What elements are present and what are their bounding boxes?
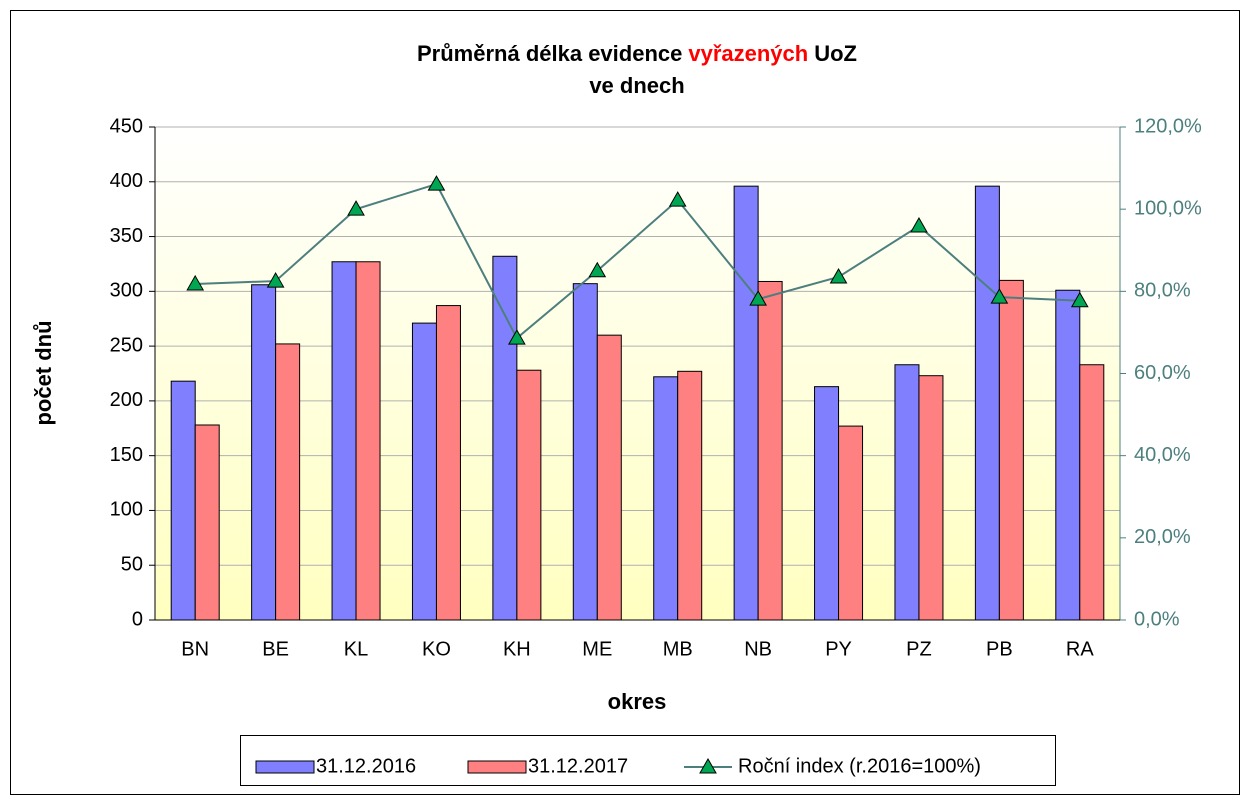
x-tick-label: BN	[181, 638, 209, 660]
legend-marker	[699, 757, 717, 774]
x-tick-label: MB	[663, 638, 693, 660]
index-marker	[427, 175, 446, 191]
y-tick-label: 300	[110, 280, 143, 302]
index-marker	[829, 267, 848, 284]
chart-title: Průměrná délka evidence vyřazených UoZ	[417, 41, 857, 66]
legend-swatch	[467, 760, 527, 774]
x-tick-label: KO	[422, 638, 451, 660]
y2-tick-label: 100,0%	[1134, 197, 1202, 219]
y2-tick-label: 40,0%	[1134, 444, 1191, 466]
bar	[653, 376, 679, 621]
x-tick-label: PB	[986, 638, 1013, 660]
legend-label: 31.12.2016	[316, 755, 416, 777]
bar	[435, 305, 461, 621]
y-tick-label: 200	[110, 389, 143, 411]
bar	[355, 261, 381, 621]
bar	[1055, 289, 1081, 621]
legend-box	[240, 735, 1056, 786]
x-tick-label: ME	[582, 638, 612, 660]
bar	[596, 334, 622, 621]
x-tick-label: RA	[1066, 638, 1094, 660]
x-tick-label: PY	[825, 638, 852, 660]
index-marker	[588, 261, 607, 278]
y-tick-label: 150	[110, 444, 143, 466]
bar	[194, 424, 220, 621]
y-axis-label: počet dnů	[31, 320, 56, 425]
index-marker	[668, 191, 687, 207]
y-tick-label: 350	[110, 225, 143, 247]
y-tick-label: 100	[110, 499, 143, 521]
bar	[572, 283, 598, 621]
bar	[170, 380, 196, 621]
bar	[411, 322, 437, 621]
y-tick-label: 250	[110, 334, 143, 356]
title-part: vyřazených	[688, 41, 808, 66]
index-marker	[508, 329, 526, 345]
bar	[677, 370, 703, 621]
index-marker	[910, 217, 928, 233]
title-part: Průměrná délka evidence	[417, 41, 682, 66]
legend-label: 31.12.2017	[528, 755, 628, 777]
y-tick-label: 50	[121, 554, 143, 576]
bar	[814, 386, 840, 621]
bar	[516, 369, 542, 621]
bar	[1079, 364, 1105, 621]
y-tick-label: 0	[132, 608, 143, 630]
x-tick-label: KL	[344, 638, 368, 660]
y2-tick-label: 80,0%	[1134, 280, 1191, 302]
x-axis-label: okres	[608, 689, 667, 714]
y2-tick-label: 60,0%	[1134, 362, 1191, 384]
bar	[757, 280, 783, 621]
index-marker	[186, 274, 205, 291]
bar	[733, 185, 759, 621]
bar	[998, 279, 1024, 621]
y-tick-label: 450	[110, 115, 143, 137]
legend-label: Roční index (r.2016=100%)	[738, 755, 981, 777]
bar	[492, 255, 518, 621]
chart-subtitle: ve dnech	[589, 73, 684, 98]
legend-swatch	[255, 760, 315, 774]
index-marker	[990, 288, 1009, 304]
x-tick-label: BE	[262, 638, 289, 660]
y2-tick-label: 20,0%	[1134, 526, 1191, 548]
y2-tick-label: 120,0%	[1134, 115, 1202, 137]
y-tick-label: 400	[110, 170, 143, 192]
index-line	[195, 182, 1080, 340]
title-part: UoZ	[814, 41, 857, 66]
bar	[918, 375, 944, 621]
x-tick-label: KH	[503, 638, 531, 660]
index-marker	[266, 272, 285, 288]
bar	[974, 185, 1000, 621]
x-tick-label: PZ	[906, 638, 932, 660]
bar	[251, 284, 277, 621]
bar	[838, 425, 864, 621]
y2-tick-label: 0,0%	[1134, 608, 1180, 630]
bar	[331, 261, 357, 621]
plot-area	[155, 127, 1120, 620]
index-marker	[1070, 291, 1089, 308]
x-tick-label: NB	[744, 638, 772, 660]
bar	[275, 343, 301, 621]
bar	[894, 364, 920, 621]
index-marker	[347, 200, 365, 216]
index-marker	[749, 290, 767, 306]
